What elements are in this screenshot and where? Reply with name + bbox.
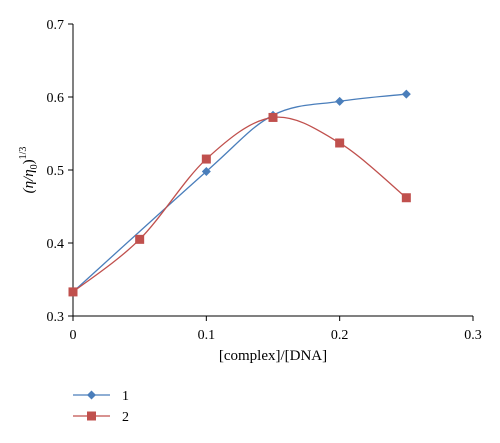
y-tick-label: 0.3 [47,310,65,325]
y-axis-title-sup: 1/3 [18,147,29,160]
legend-entry-1: 1 [73,389,129,404]
x-tick-label: 0.3 [464,328,482,343]
x-tick-label: 0.1 [198,328,216,343]
y-axis-ticks: 0.3 0.4 0.5 0.6 0.7 [47,18,73,325]
y-axis-title-main: (η/η [21,169,37,193]
legend-marker-square [87,411,96,421]
series-2-line [72,116,407,293]
series-2-point [335,138,345,148]
series-1-point [401,89,411,99]
x-tick-label: 0.2 [331,328,349,343]
legend-label-1: 1 [122,389,129,404]
series-1-point [335,96,345,106]
y-tick-label: 0.5 [47,164,65,179]
y-tick-label: 0.4 [47,237,65,252]
series-2-point [268,112,278,122]
legend-label-2: 2 [122,410,129,425]
legend-marker-diamond [87,390,96,400]
legend: 1 2 [73,389,129,425]
y-tick-label: 0.7 [47,18,65,33]
y-axis-title-sub: 0 [29,164,40,169]
series-2-point [135,234,145,244]
x-axis-ticks: 0 0.1 0.2 0.3 [70,316,482,343]
x-tick-label: 0 [70,328,77,343]
plot-area: 0.3 0.4 0.5 0.6 0.7 0 0.1 0.2 0.3 [47,18,482,343]
series-1-line [72,93,407,293]
y-axis-title-end: ) [21,159,37,164]
y-axis-title: (η/η0)1/3 [18,147,40,194]
series-2-point [401,193,411,203]
legend-entry-2: 2 [73,410,129,425]
series-layer [68,89,411,297]
series-2-point [201,154,211,164]
y-tick-label: 0.6 [47,91,65,106]
svg-text:(η/η0)1/3: (η/η0)1/3 [18,147,40,194]
x-axis-title: [complex]/[DNA] [219,348,327,364]
series-1-point [201,166,211,176]
series-2-point [68,287,78,297]
